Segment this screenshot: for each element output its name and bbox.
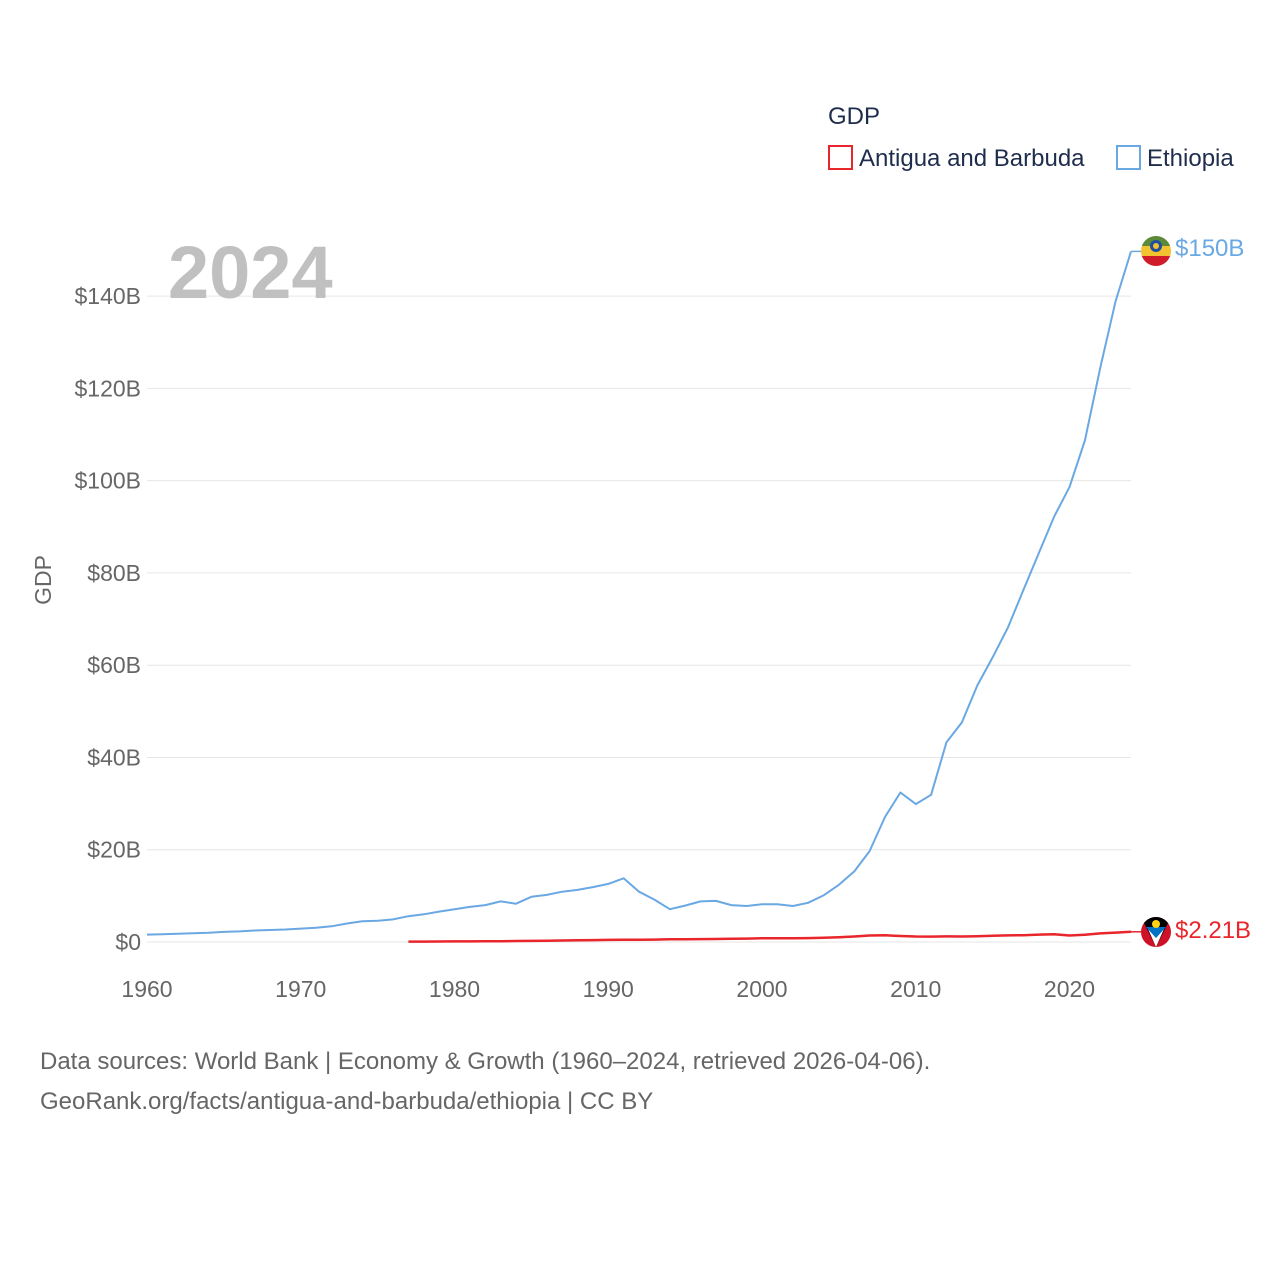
legend-item-antigua[interactable]: Antigua and Barbuda bbox=[828, 145, 1085, 172]
gridlines bbox=[147, 295, 1131, 943]
series-line-ethiopia[interactable] bbox=[146, 251, 1132, 936]
source-line-2[interactable]: GeoRank.org/facts/antigua-and-barbuda/et… bbox=[40, 1088, 654, 1115]
x-tick-label: 2010 bbox=[890, 976, 941, 1002]
source-note: Data sources: World Bank | Economy & Gro… bbox=[40, 1042, 930, 1122]
series-layer bbox=[146, 250, 1141, 943]
source-line-1: Data sources: World Bank | Economy & Gro… bbox=[40, 1048, 931, 1075]
ethiopia-flag-icon bbox=[1141, 236, 1171, 266]
x-tick-label: 2020 bbox=[1044, 976, 1095, 1002]
legend-label-ethiopia: Ethiopia bbox=[1147, 145, 1234, 172]
gdp-line-chart: $0$20B$40B$60B$80B$100B$120B$140B 1960 19… bbox=[30, 103, 1251, 1002]
legend-label-antigua: Antigua and Barbuda bbox=[859, 145, 1085, 172]
y-axis-label: GDP bbox=[30, 555, 56, 605]
x-tick-label: 1960 bbox=[121, 976, 172, 1002]
y-tick-label: $20B bbox=[87, 837, 141, 863]
y-tick-label: $80B bbox=[87, 560, 141, 586]
y-axis-ticks: $0 $20B $40B $60B $80B $100B $120B $140B bbox=[74, 283, 141, 955]
y-tick-label: $100B bbox=[74, 468, 141, 494]
legend-swatch-ethiopia bbox=[1116, 145, 1141, 170]
y-tick-label: $40B bbox=[87, 744, 141, 770]
ethiopia-end-value: $150B bbox=[1175, 235, 1244, 262]
x-tick-label: 1980 bbox=[429, 976, 480, 1002]
legend-title: GDP bbox=[828, 103, 880, 130]
antigua-end-value: $2.21B bbox=[1175, 917, 1251, 944]
y-tick-label: $120B bbox=[74, 375, 141, 401]
y-tick-label: $60B bbox=[87, 652, 141, 678]
year-label: 2024 bbox=[168, 231, 333, 314]
legend-swatch-antigua bbox=[828, 145, 853, 170]
y-tick-label: $0 bbox=[115, 929, 141, 955]
x-tick-label: 2000 bbox=[736, 976, 787, 1002]
antigua-flag-icon bbox=[1141, 917, 1171, 947]
series-line-antigua-and-barbuda[interactable] bbox=[408, 930, 1132, 943]
legend-item-ethiopia[interactable]: Ethiopia bbox=[1116, 145, 1234, 172]
y-tick-label: $140B bbox=[74, 283, 141, 309]
x-axis-ticks: 1960 1970 1980 1990 2000 2010 2020 bbox=[121, 976, 1095, 1002]
x-tick-label: 1970 bbox=[275, 976, 326, 1002]
x-tick-label: 1990 bbox=[583, 976, 634, 1002]
